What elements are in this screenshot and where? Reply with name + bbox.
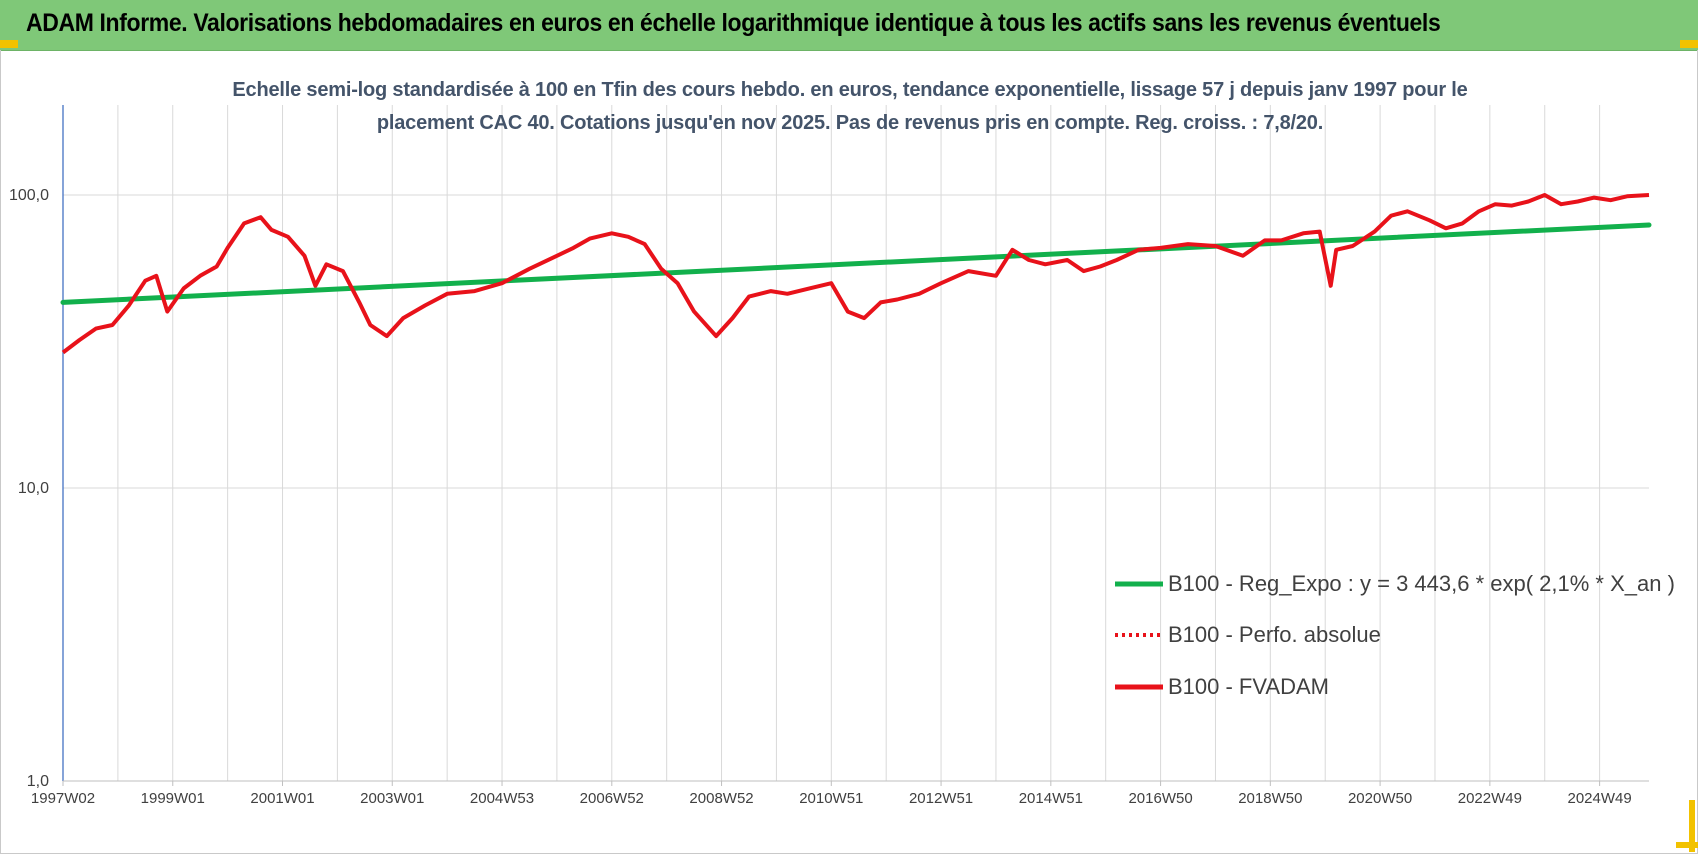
y-tick-label: 100,0 <box>9 187 49 204</box>
x-tick-label: 2018W50 <box>1238 790 1302 807</box>
banner-title: ADAM Informe. Valorisations hebdomadaire… <box>26 9 1441 37</box>
chart-title: Echelle semi-log standardisée à 100 en T… <box>110 74 1590 140</box>
corner-marker-bl <box>1676 842 1698 848</box>
legend-item-fvadam-label: B100 - FVADAM <box>1168 674 1329 699</box>
header-banner: ADAM Informe. Valorisations hebdomadaire… <box>0 0 1698 51</box>
regression-line <box>60 222 1652 305</box>
fvadam-line <box>61 193 1650 355</box>
axes <box>62 105 1649 786</box>
x-tick-label: 2020W50 <box>1348 790 1412 807</box>
series-lines <box>60 193 1652 355</box>
legend: B100 - Reg_Expo : y = 3 443,6 * exp( 2,1… <box>1115 571 1675 699</box>
corner-marker-tl <box>0 40 18 48</box>
x-tick-label: 2010W51 <box>799 790 863 807</box>
x-tick-label: 2008W52 <box>689 790 753 807</box>
grid-lines <box>63 105 1649 782</box>
y-tick-label: 10,0 <box>18 480 49 497</box>
x-tick-label: 1999W01 <box>141 790 205 807</box>
x-tick-label: 2001W01 <box>250 790 314 807</box>
legend-item-perfo-label: B100 - Perfo. absolue <box>1168 622 1381 647</box>
x-tick-label: 2014W51 <box>1019 790 1083 807</box>
x-tick-label: 1997W02 <box>31 790 95 807</box>
chart-title-line1: Echelle semi-log standardisée à 100 en T… <box>232 79 1468 101</box>
x-tick-label: 2003W01 <box>360 790 424 807</box>
y-tick-label: 1,0 <box>27 773 49 790</box>
x-tick-label: 2016W50 <box>1128 790 1192 807</box>
x-tick-label: 2004W53 <box>470 790 534 807</box>
chart-title-line2: placement CAC 40. Cotations jusqu'en nov… <box>376 112 1324 134</box>
x-tick-label: 2024W49 <box>1567 790 1631 807</box>
corner-marker-tr <box>1680 40 1698 48</box>
corner-marker-br <box>1689 800 1695 852</box>
legend-item-regression-label: B100 - Reg_Expo : y = 3 443,6 * exp( 2,1… <box>1168 571 1675 596</box>
x-tick-label: 2022W49 <box>1458 790 1522 807</box>
x-tick-label: 2012W51 <box>909 790 973 807</box>
x-tick-label: 2006W52 <box>580 790 644 807</box>
